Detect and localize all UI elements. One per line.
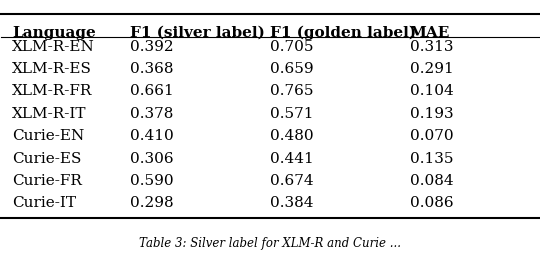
Text: Table 3: Silver label for XLM-R and Curie ...: Table 3: Silver label for XLM-R and Curi… [139,237,401,250]
Text: 0.410: 0.410 [130,129,174,143]
Text: XLM-R-EN: XLM-R-EN [12,40,95,54]
Text: MAE: MAE [410,26,450,40]
Text: XLM-R-ES: XLM-R-ES [12,62,92,76]
Text: 0.070: 0.070 [410,129,453,143]
Text: 0.480: 0.480 [270,129,314,143]
Text: Curie-ES: Curie-ES [12,152,82,166]
Text: 0.086: 0.086 [410,197,453,211]
Text: Curie-EN: Curie-EN [12,129,84,143]
Text: 0.384: 0.384 [270,197,314,211]
Text: 0.765: 0.765 [270,84,314,99]
Text: 0.368: 0.368 [130,62,174,76]
Text: 0.392: 0.392 [130,40,174,54]
Text: 0.661: 0.661 [130,84,174,99]
Text: 0.571: 0.571 [270,107,314,121]
Text: 0.659: 0.659 [270,62,314,76]
Text: Curie-FR: Curie-FR [12,174,82,188]
Text: 0.674: 0.674 [270,174,314,188]
Text: 0.378: 0.378 [130,107,174,121]
Text: 0.104: 0.104 [410,84,454,99]
Text: 0.298: 0.298 [130,197,174,211]
Text: 0.193: 0.193 [410,107,453,121]
Text: 0.705: 0.705 [270,40,314,54]
Text: XLM-R-IT: XLM-R-IT [12,107,86,121]
Text: 0.084: 0.084 [410,174,453,188]
Text: 0.135: 0.135 [410,152,453,166]
Text: 0.590: 0.590 [130,174,174,188]
Text: 0.306: 0.306 [130,152,174,166]
Text: XLM-R-FR: XLM-R-FR [12,84,92,99]
Text: F1 (silver label): F1 (silver label) [130,26,265,40]
Text: Language: Language [12,26,96,40]
Text: 0.441: 0.441 [270,152,314,166]
Text: Curie-IT: Curie-IT [12,197,76,211]
Text: 0.291: 0.291 [410,62,454,76]
Text: 0.313: 0.313 [410,40,453,54]
Text: F1 (golden label): F1 (golden label) [270,26,416,40]
